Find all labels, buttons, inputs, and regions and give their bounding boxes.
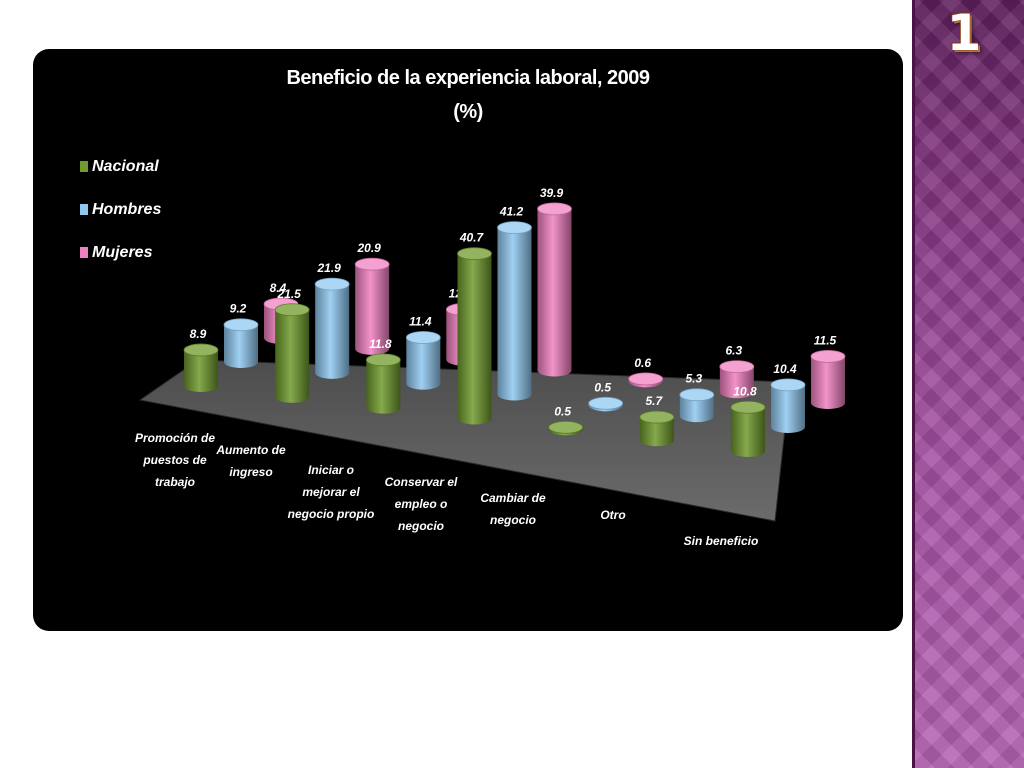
bar-nacional-4 xyxy=(548,420,584,436)
side-decoration-bar xyxy=(912,0,1024,768)
bar-hombres-1 xyxy=(314,277,350,379)
category-label-1: Aumento de ingreso xyxy=(215,443,286,479)
data-label-nacional-4: 0.5 xyxy=(554,404,571,418)
data-label-hombres-0: 9.2 xyxy=(230,302,247,316)
category-label-5: Otro xyxy=(600,508,625,522)
data-label-nacional-2: 11.8 xyxy=(369,337,392,351)
data-label-mujeres-4: 0.6 xyxy=(634,356,651,370)
chart-legend: Nacional Hombres Mujeres xyxy=(80,145,161,274)
category-label-6: Sin beneficio xyxy=(684,534,759,548)
category-label-2: Iniciar o mejorar el negocio propio xyxy=(288,463,375,521)
bar-hombres-4 xyxy=(588,396,624,412)
bar-hombres-2 xyxy=(405,331,441,390)
legend-swatch-hombres xyxy=(80,204,88,215)
data-label-hombres-3: 41.2 xyxy=(499,205,524,219)
data-label-hombres-1: 21.9 xyxy=(316,261,341,275)
data-label-mujeres-0: 8.4 xyxy=(270,281,287,295)
data-label-nacional-6: 10.8 xyxy=(733,384,757,398)
bar-mujeres-3 xyxy=(537,202,572,377)
chart-subtitle: (%) xyxy=(453,101,483,123)
data-label-mujeres-3: 39.9 xyxy=(540,186,564,200)
category-label-0: Promoción de puestos de trabajo xyxy=(135,431,215,489)
bar-nacional-3 xyxy=(457,247,492,425)
data-label-nacional-0: 8.9 xyxy=(190,327,207,341)
bar-mujeres-1 xyxy=(354,257,390,355)
legend-swatch-nacional xyxy=(80,161,88,172)
bar-nacional-6 xyxy=(730,400,766,457)
legend-label-mujeres: Mujeres xyxy=(92,243,153,261)
bar-mujeres-5 xyxy=(719,360,755,399)
bar-nacional-1 xyxy=(274,303,310,403)
chart-panel: Beneficio de la experiencia laboral, 200… xyxy=(33,49,903,631)
bar-nacional-5 xyxy=(639,410,675,447)
data-label-hombres-5: 5.3 xyxy=(685,372,702,386)
legend-label-hombres: Hombres xyxy=(92,200,162,218)
legend-item-hombres: Hombres xyxy=(80,188,161,231)
data-label-hombres-2: 11.4 xyxy=(409,314,432,328)
bar-hombres-6 xyxy=(770,378,806,433)
bar-nacional-0 xyxy=(183,343,219,392)
bar-mujeres-6 xyxy=(810,350,846,409)
data-label-nacional-3: 40.7 xyxy=(459,231,485,245)
slide-number: 1 xyxy=(946,4,982,62)
chart-plot: 8.420.912.439.90.66.311.59.221.911.441.2… xyxy=(135,186,846,548)
bar-mujeres-4 xyxy=(628,372,664,388)
data-label-nacional-5: 5.7 xyxy=(645,394,663,408)
bar-hombres-3 xyxy=(497,221,532,401)
category-label-3: Conservar el empleo o negocio xyxy=(385,475,458,533)
legend-item-mujeres: Mujeres xyxy=(80,231,161,274)
bar-hombres-5 xyxy=(679,388,715,423)
legend-label-nacional: Nacional xyxy=(92,157,159,175)
data-label-mujeres-5: 6.3 xyxy=(725,344,742,358)
data-label-mujeres-6: 11.5 xyxy=(814,333,837,347)
data-label-hombres-4: 0.5 xyxy=(594,380,611,394)
legend-item-nacional: Nacional xyxy=(80,145,161,188)
chart-title: Beneficio de la experiencia laboral, 200… xyxy=(286,67,650,89)
bar-hombres-0 xyxy=(223,318,259,368)
legend-swatch-mujeres xyxy=(80,247,88,258)
data-label-hombres-6: 10.4 xyxy=(773,362,797,376)
bar-nacional-2 xyxy=(365,353,401,414)
data-label-mujeres-1: 20.9 xyxy=(356,241,381,255)
category-label-4: Cambiar de negocio xyxy=(480,491,546,527)
data-label-nacional-1: 21.5 xyxy=(276,287,301,301)
